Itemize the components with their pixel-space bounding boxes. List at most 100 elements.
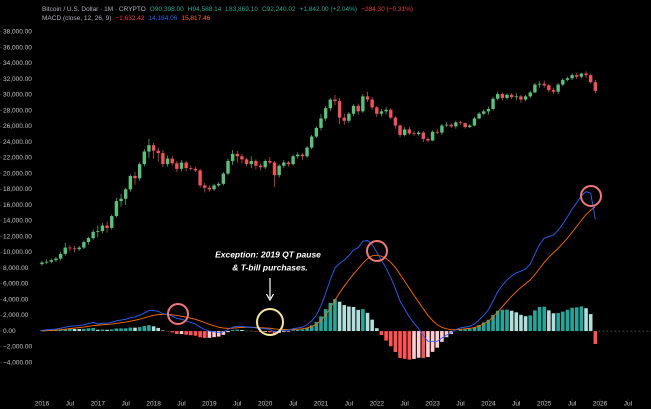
y-tick-label: 32,000.00: [3, 76, 32, 83]
candle-body: [193, 168, 198, 171]
candle-body: [551, 90, 556, 92]
candle-body: [361, 96, 365, 112]
candle-body: [207, 187, 212, 190]
histogram-bar: [593, 331, 598, 344]
x-tick-label: Jul: [624, 401, 633, 408]
x-tick-label: Jul: [289, 401, 298, 408]
candle-body: [440, 125, 444, 133]
legend-entry: H94,588.14: [188, 6, 222, 13]
histogram-bar: [370, 319, 374, 332]
candle-body: [277, 165, 281, 176]
histogram-bar: [235, 329, 240, 332]
histogram-bar: [561, 311, 565, 332]
candle-body: [389, 109, 393, 118]
histogram-bar: [221, 331, 226, 335]
histogram-bar: [444, 331, 449, 338]
histogram-bar: [472, 327, 477, 332]
histogram-bar: [477, 325, 481, 332]
histogram-bar: [388, 331, 393, 347]
histogram-bar: [151, 326, 156, 332]
candle-body: [593, 82, 598, 91]
candle-body: [198, 170, 202, 186]
candle-body: [44, 261, 49, 263]
legend-entry: 14,184.06: [148, 15, 177, 22]
candle-body: [579, 73, 584, 77]
candle-body: [49, 260, 53, 262]
histogram-bar: [579, 306, 584, 332]
histogram-bar: [291, 330, 295, 332]
candle-body: [412, 133, 416, 135]
candle-body: [398, 125, 402, 135]
candle-body: [212, 185, 216, 190]
histogram-bar: [212, 331, 216, 338]
histogram-bar: [547, 310, 551, 332]
signal-line: [41, 206, 596, 332]
histogram-bar: [514, 312, 519, 332]
legend-entry: L83,869.10: [225, 6, 258, 13]
highlight-circle: [366, 240, 388, 262]
candle-body: [282, 162, 286, 166]
candle-body: [119, 198, 123, 202]
candle-body: [82, 242, 86, 248]
candle-body: [100, 225, 105, 232]
y-tick-label: 20,000.00: [3, 170, 32, 177]
candle-body: [142, 151, 146, 165]
candle-body: [379, 111, 384, 114]
candle-body: [533, 84, 537, 93]
candle-body: [300, 154, 305, 157]
legend-entry: 15,817.46: [181, 15, 210, 22]
x-tick-label: Jul: [345, 401, 354, 408]
candle-body: [430, 131, 435, 141]
histogram-bar: [91, 327, 95, 332]
histogram-bar: [300, 329, 305, 332]
histogram-bar: [384, 331, 388, 341]
x-tick-label: Jul: [456, 401, 465, 408]
candle-body: [528, 92, 532, 97]
candle-body: [584, 73, 588, 76]
candle-body: [77, 247, 81, 250]
candle-body: [58, 253, 63, 259]
x-tick-label: Jul: [568, 401, 577, 408]
histogram-bar: [133, 327, 137, 332]
candle-body: [575, 75, 579, 77]
x-tick-label: Jul: [177, 401, 186, 408]
y-tick-label: 0.00: [3, 328, 16, 335]
histogram-bar: [189, 331, 193, 336]
candle-body: [505, 94, 509, 98]
x-tick-label: 2020: [258, 401, 273, 408]
histogram-bar: [463, 329, 467, 332]
candle-body: [310, 136, 314, 148]
x-tick-label: Jul: [401, 401, 410, 408]
candle-body: [258, 165, 263, 168]
candle-body: [296, 154, 300, 157]
histogram-bar: [361, 309, 365, 332]
y-tick-label: 36,000.00: [3, 44, 32, 51]
histogram-bar: [305, 327, 309, 332]
candle-body: [203, 185, 207, 188]
histogram-bar: [147, 325, 151, 332]
x-tick-label: Jul: [512, 401, 521, 408]
candle-body: [547, 85, 551, 91]
histogram-bar: [202, 331, 207, 338]
candle-body: [426, 138, 430, 141]
histogram-bar: [86, 328, 91, 332]
candle-body: [323, 108, 328, 119]
candle-body: [244, 159, 249, 165]
histogram-bar: [435, 331, 440, 348]
candle-body: [268, 160, 272, 163]
legend-line: Bitcoin / U.S. Dollar · 1M · CRYPTO O90,3…: [42, 6, 413, 13]
histogram-bar: [351, 306, 356, 332]
histogram-bar: [100, 329, 105, 332]
x-tick-label: 2026: [593, 401, 608, 408]
histogram-bar: [161, 330, 165, 332]
histogram-bar: [142, 326, 147, 332]
histogram-bar: [342, 305, 347, 332]
histogram-bar: [119, 328, 123, 332]
y-tick-label: 28,000.00: [3, 107, 32, 114]
y-tick-label: 6,000.00: [3, 281, 29, 288]
histogram-bar: [365, 312, 370, 332]
x-tick-label: 2017: [91, 401, 106, 408]
histogram-bar: [226, 331, 230, 333]
